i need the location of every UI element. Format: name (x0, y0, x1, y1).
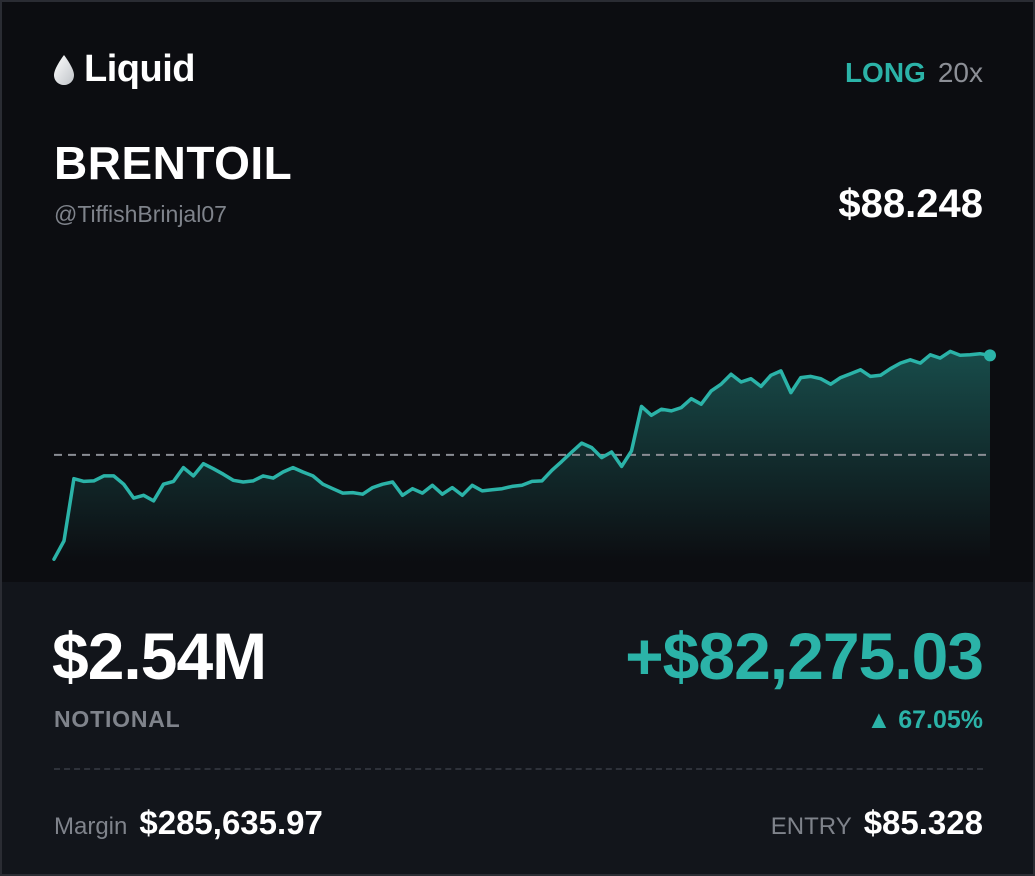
entry-value: $85.328 (863, 804, 983, 841)
stats-section: $2.54M NOTIONAL +$82,275.03 ▲ 67.05% Mar… (2, 582, 1033, 874)
leverage-label: 20x (937, 57, 983, 88)
margin-label: Margin (54, 813, 128, 840)
notional-value: $2.54M (52, 619, 267, 693)
entry-label: ENTRY (770, 813, 852, 840)
brand-name: Liquid (84, 48, 195, 90)
user-handle: @TiffishBrinjal07 (54, 201, 227, 227)
divider (54, 768, 983, 770)
pnl-value: +$82,275.03 (625, 619, 984, 693)
margin-stat: Margin $285,635.97 (54, 804, 323, 842)
chart-section: Liquid LONG 20x BRENTOIL @TiffishBrinjal0… (2, 2, 1033, 582)
current-price: $88.248 (838, 182, 983, 226)
position-side: LONG 20x (845, 57, 983, 89)
ticker-symbol: BRENTOIL (54, 137, 293, 189)
price-chart (52, 349, 996, 562)
last-price-point (984, 349, 996, 362)
pnl-percent: ▲ 67.05% (866, 706, 983, 734)
notional-label: NOTIONAL (54, 706, 181, 732)
price-area (54, 351, 990, 562)
droplet-icon (54, 54, 74, 85)
entry-stat: ENTRY $85.328 (771, 804, 983, 842)
brand-logo: Liquid (52, 48, 195, 91)
direction-label: LONG (844, 57, 926, 88)
margin-value: $285,635.97 (139, 804, 323, 841)
price-line (52, 349, 992, 561)
